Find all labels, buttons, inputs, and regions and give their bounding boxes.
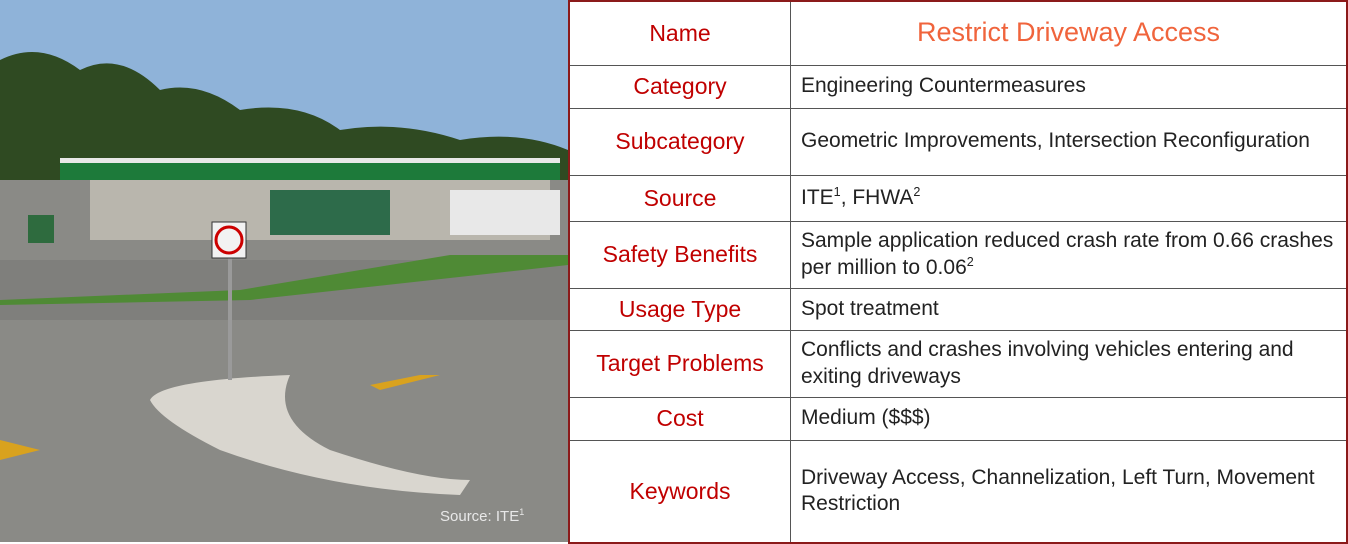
table-row: Target Problems Conflicts and crashes inv… — [568, 329, 1348, 398]
row-label: Safety Benefits — [568, 220, 791, 289]
caption-sup: 1 — [519, 507, 525, 517]
table-row: Name Restrict Driveway Access — [568, 0, 1348, 66]
value-sup: 2 — [913, 184, 921, 199]
row-label: Target Problems — [568, 329, 791, 398]
photo — [0, 0, 568, 542]
value-text: Sample application reduced crash rate fr… — [801, 229, 1334, 279]
info-table: Name Restrict Driveway Access Category Engi… — [568, 0, 1348, 544]
table-row: Category Engineering Countermeasures — [568, 64, 1348, 109]
value-text: ITE — [801, 185, 834, 209]
row-label: Keywords — [568, 439, 791, 544]
row-value: Engineering Countermeasures — [790, 64, 1348, 109]
value-sup: 1 — [833, 184, 841, 199]
row-label: Usage Type — [568, 287, 791, 331]
row-value: ITE1, FHWA2 — [790, 174, 1348, 222]
table-row: Safety Benefits Sample application reduce… — [568, 220, 1348, 289]
row-value: Sample application reduced crash rate fr… — [790, 220, 1348, 289]
value-text: , FHWA — [840, 185, 914, 209]
caption-text: Source: ITE — [440, 508, 520, 525]
value-sup: 2 — [966, 254, 974, 269]
row-label: Name — [568, 0, 791, 66]
table-row: Cost Medium ($$$) — [568, 396, 1348, 441]
photo-caption: Source: ITE1 — [440, 507, 525, 526]
table-row: Subcategory Geometric Improvements, Inter… — [568, 107, 1348, 176]
table-row: Keywords Driveway Access, Channelization,… — [568, 439, 1348, 544]
row-value: Medium ($$$) — [790, 396, 1348, 441]
row-label: Cost — [568, 396, 791, 441]
row-value: Conflicts and crashes involving vehicles… — [790, 329, 1348, 398]
row-label: Category — [568, 64, 791, 109]
row-value: Driveway Access, Channelization, Left Tu… — [790, 439, 1348, 544]
table-row: Source ITE1, FHWA2 — [568, 174, 1348, 222]
row-label: Source — [568, 174, 791, 222]
row-label: Subcategory — [568, 107, 791, 176]
measure-name: Restrict Driveway Access — [790, 0, 1348, 66]
table-row: Usage Type Spot treatment — [568, 287, 1348, 331]
row-value: Geometric Improvements, Intersection Rec… — [790, 107, 1348, 176]
row-value: Spot treatment — [790, 287, 1348, 331]
